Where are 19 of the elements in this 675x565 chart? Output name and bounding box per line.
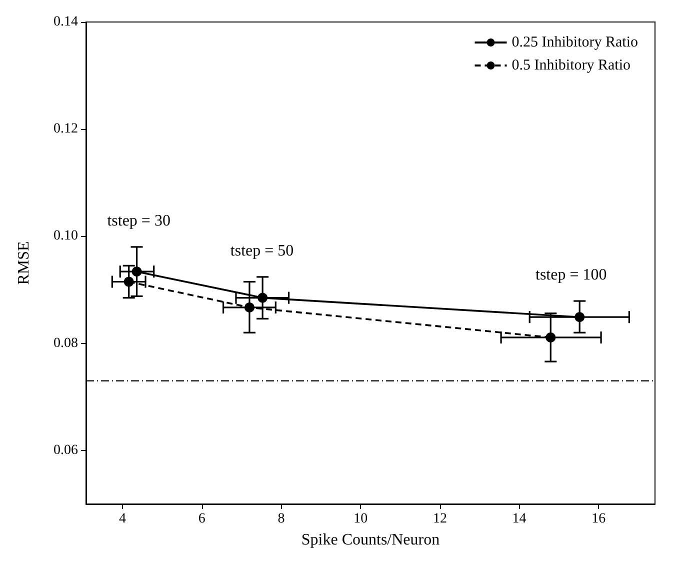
legend-label: 0.25 Inhibitory Ratio [512,34,638,50]
legend-label: 0.5 Inhibitory Ratio [512,58,631,74]
x-tick-label: 4 [119,512,126,526]
x-tick-label: 10 [354,512,368,526]
x-tick-label: 6 [198,512,206,526]
annotation: tstep = 50 [230,242,294,260]
x-axis-title: Spike Counts/Neuron [301,532,440,548]
annotation: tstep = 30 [107,212,170,230]
y-axis-title: RMSE [16,241,32,285]
y-tick-label: 0.14 [54,14,78,30]
annotation: tstep = 100 [536,266,607,284]
x-tick-label: 12 [432,512,447,526]
y-tick-label: 0.10 [54,228,78,244]
y-tick-label: 0.08 [54,336,78,351]
y-tick-label: 0.06 [54,442,78,458]
y-tick-label: 0.12 [54,122,78,137]
x-tick-label: 8 [278,512,285,526]
x-tick-label: 16 [592,512,606,526]
x-tick-label: 14 [512,512,526,526]
